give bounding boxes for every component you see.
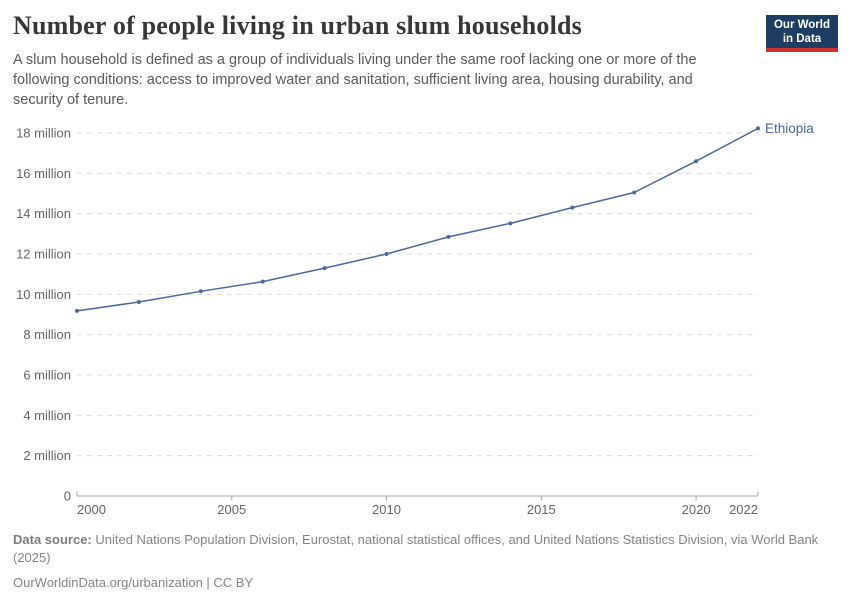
y-axis-label: 14 million — [16, 206, 71, 221]
y-axis-label: 8 million — [23, 327, 71, 342]
data-point[interactable] — [384, 251, 389, 256]
page-title: Number of people living in urban slum ho… — [13, 11, 582, 40]
y-axis-label: 4 million — [23, 408, 71, 423]
x-axis-label: 2000 — [77, 502, 106, 517]
y-axis-label: 6 million — [23, 367, 71, 382]
data-point[interactable] — [632, 190, 637, 195]
data-point[interactable] — [322, 266, 327, 271]
data-point[interactable] — [75, 308, 79, 313]
series-label[interactable]: Ethiopia — [765, 121, 814, 136]
data-point[interactable] — [260, 279, 265, 284]
data-point[interactable] — [136, 299, 141, 304]
chart-header: Number of people living in urban slum ho… — [13, 11, 838, 110]
chart-footer: Data source: United Nations Population D… — [13, 531, 838, 590]
x-axis-label: 2015 — [527, 502, 556, 517]
y-axis-label: 10 million — [16, 287, 71, 302]
data-point[interactable] — [694, 159, 699, 164]
owid-logo-line2: in Data — [782, 32, 822, 45]
x-axis-label: 2010 — [372, 502, 401, 517]
data-point[interactable] — [508, 221, 513, 226]
y-axis-label: 0 — [64, 489, 71, 504]
chart-subtitle: A slum household is defined as a group o… — [13, 51, 697, 108]
owid-logo-line1: Our World — [773, 19, 830, 31]
data-point[interactable] — [570, 205, 575, 210]
y-axis-label: 2 million — [23, 448, 71, 463]
data-point[interactable] — [198, 289, 203, 294]
owid-logo[interactable]: Our World in Data — [766, 15, 838, 52]
y-axis-label: 12 million — [16, 246, 71, 261]
data-source-line: Data source: United Nations Population D… — [13, 531, 833, 568]
series-line — [76, 127, 759, 312]
x-axis-label: 2022 — [729, 502, 758, 517]
data-source-label: Data source: — [13, 532, 92, 547]
x-axis-label: 2020 — [682, 502, 711, 517]
y-axis-label: 16 million — [16, 166, 71, 181]
x-axis-label: 2005 — [217, 502, 246, 517]
data-point[interactable] — [446, 234, 451, 239]
data-point[interactable] — [756, 126, 760, 131]
y-axis-label: 18 million — [16, 125, 71, 140]
license-line[interactable]: OurWorldinData.org/urbanization | CC BY — [13, 574, 254, 590]
data-source-text: United Nations Population Division, Euro… — [13, 532, 819, 566]
chart-svg: 0 2 million 4 million 6 million 8 million 10 … — [16, 121, 814, 517]
